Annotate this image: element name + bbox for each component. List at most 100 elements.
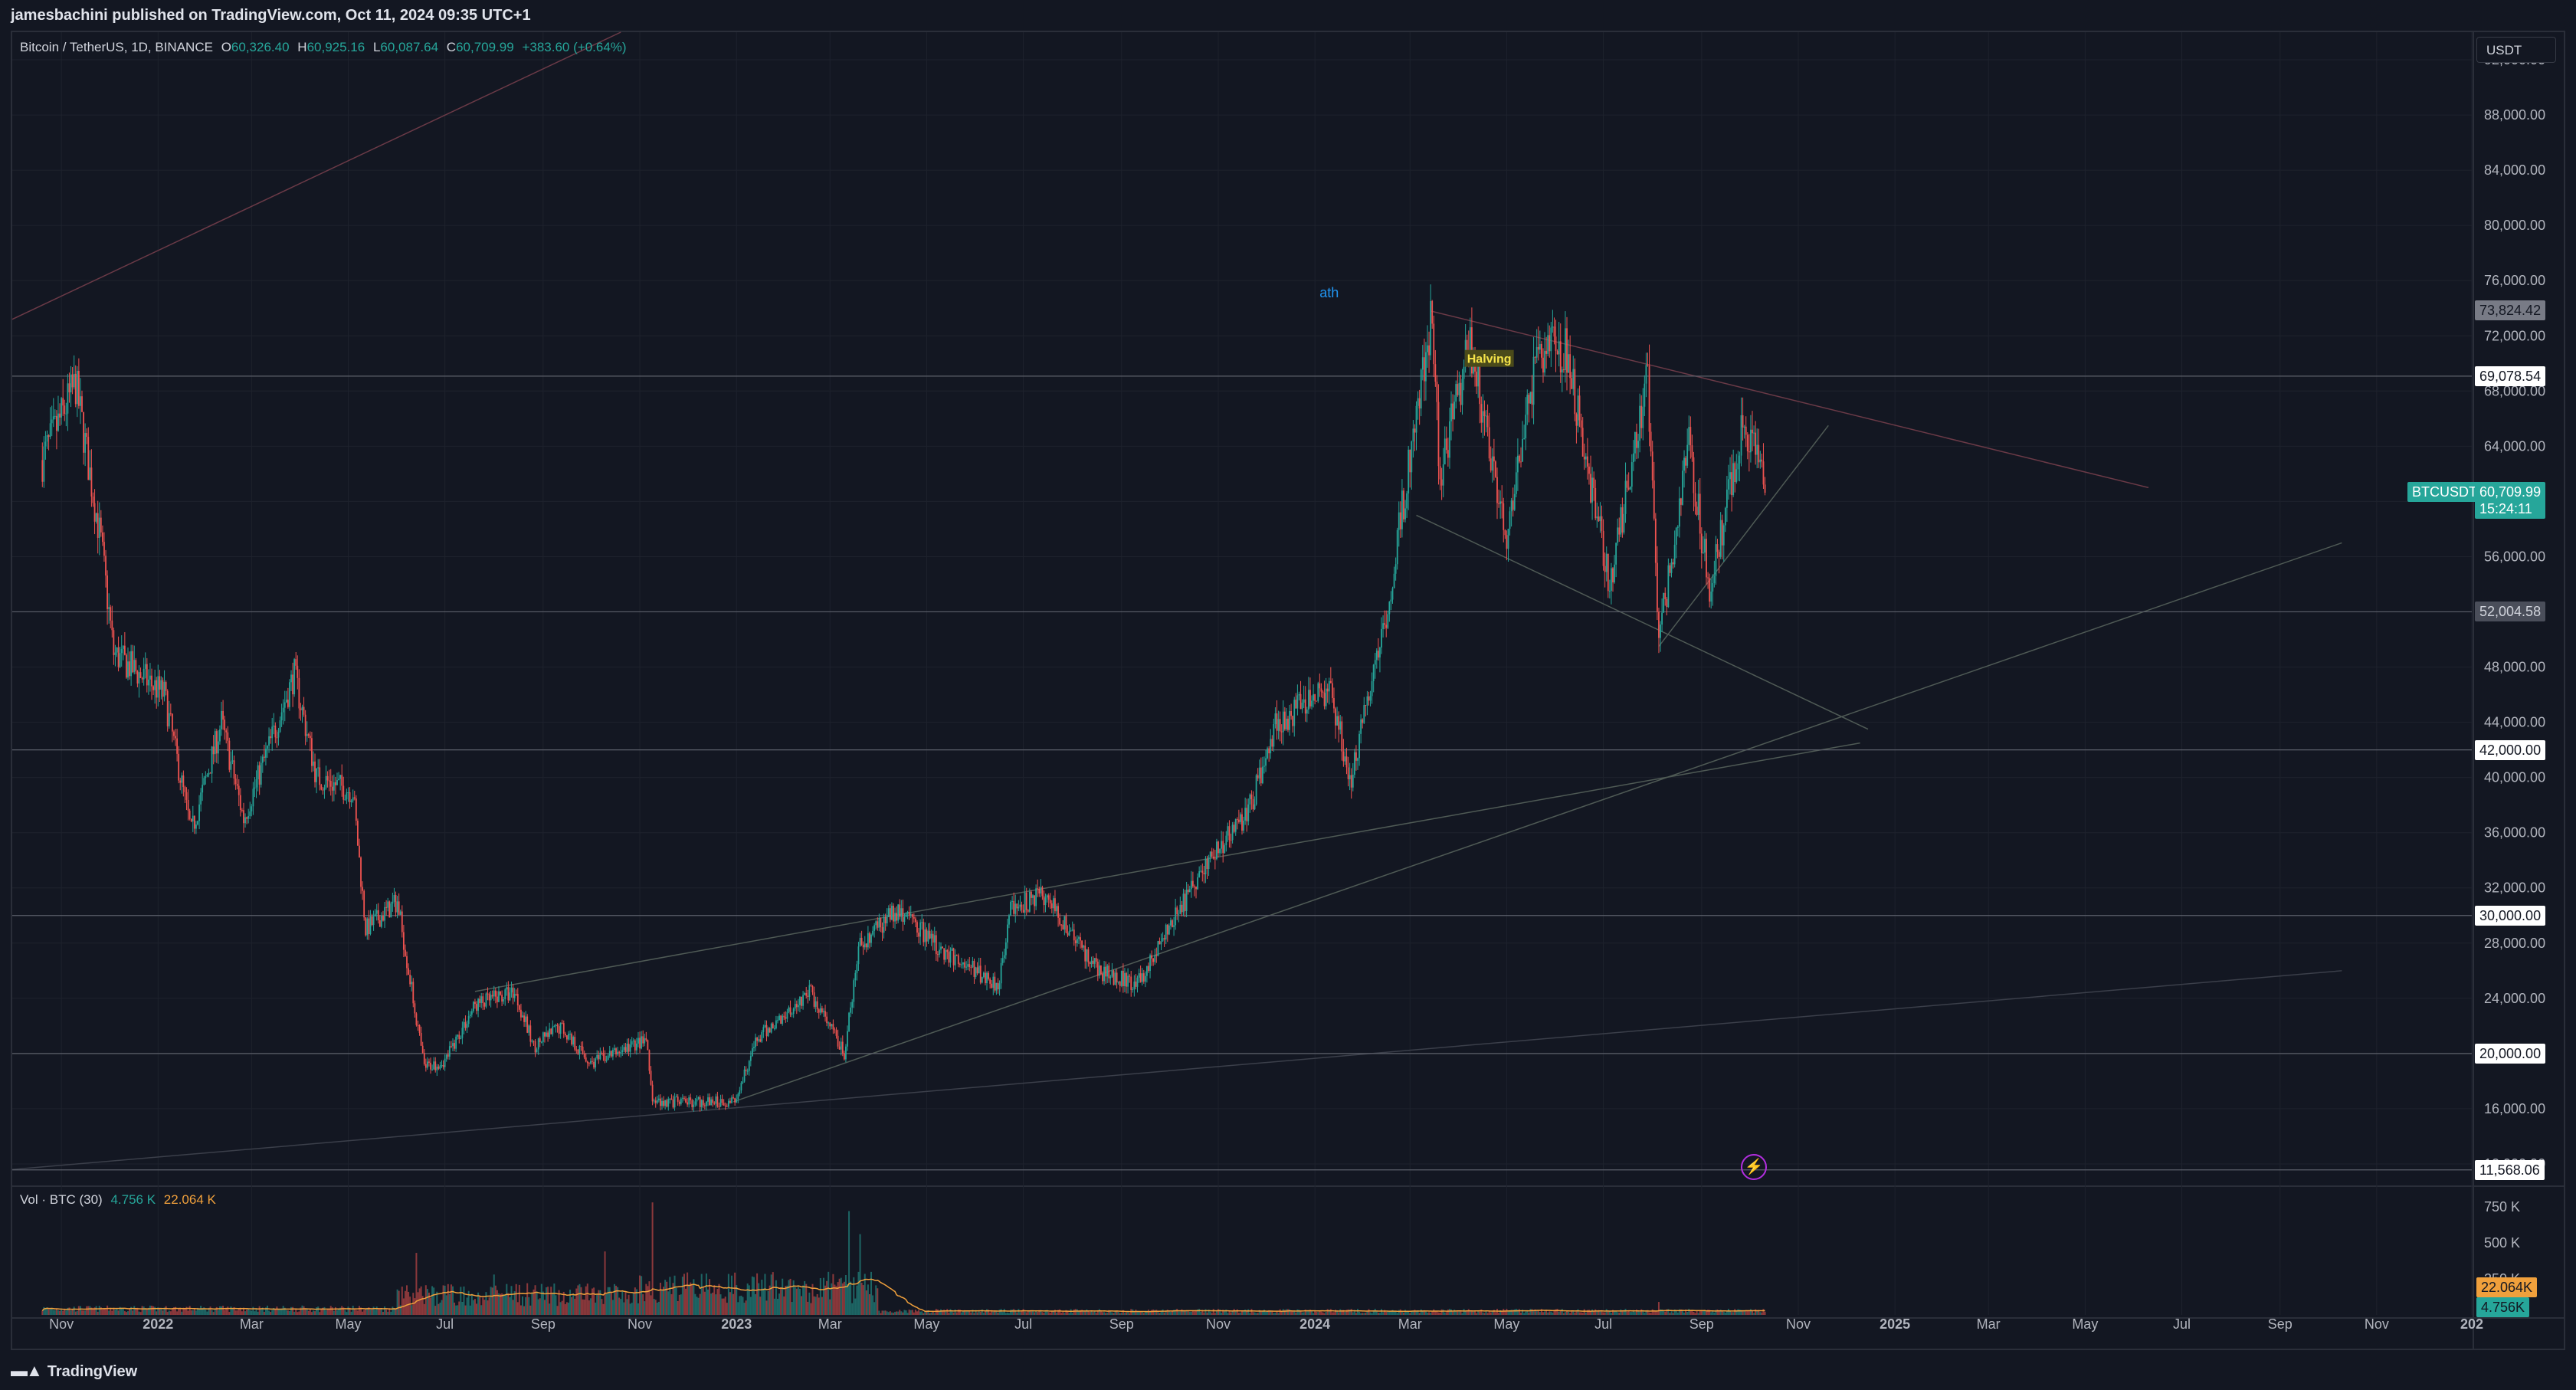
- volume-bar: [1338, 1312, 1340, 1315]
- volume-bar: [242, 1307, 244, 1315]
- candle: [1499, 501, 1502, 504]
- volume-bar: [933, 1313, 936, 1315]
- volume-bar: [1406, 1311, 1408, 1315]
- volume-bar: [408, 1291, 410, 1315]
- volume-bar: [1000, 1309, 1002, 1315]
- volume-bar: [1252, 1312, 1254, 1315]
- candle: [546, 1032, 547, 1037]
- volume-bar: [1371, 1313, 1373, 1315]
- candle: [1642, 406, 1644, 428]
- candle: [1013, 900, 1015, 914]
- volume-bar: [948, 1313, 950, 1315]
- volume-legend[interactable]: Vol · BTC (30) 4.756 K 22.064 K: [20, 1192, 221, 1208]
- candle: [1341, 721, 1343, 752]
- candle: [1574, 369, 1576, 415]
- candle: [363, 890, 365, 918]
- volume-bar: [536, 1291, 538, 1315]
- candle: [1384, 623, 1386, 625]
- volume-bar: [1556, 1309, 1558, 1315]
- volume-bar: [1215, 1310, 1218, 1315]
- candle: [1495, 461, 1496, 477]
- candle: [265, 749, 267, 758]
- candle: [1258, 767, 1260, 779]
- candle: [748, 1061, 750, 1071]
- candle: [850, 1007, 852, 1013]
- volume-bar: [1152, 1310, 1155, 1315]
- volume-bar: [973, 1313, 975, 1315]
- candle: [1176, 907, 1178, 915]
- volume-bar: [788, 1280, 790, 1315]
- volume-bar: [519, 1305, 522, 1315]
- candle: [1578, 395, 1581, 421]
- candle: [1593, 477, 1595, 488]
- volume-bar: [450, 1284, 452, 1315]
- volume-bar: [1529, 1309, 1532, 1315]
- volume-bar: [347, 1306, 349, 1315]
- volume-bar: [942, 1310, 944, 1315]
- candle: [1544, 350, 1545, 373]
- tradingview-logo[interactable]: ▬▲ TradingView: [11, 1361, 137, 1381]
- candle: [1670, 562, 1673, 573]
- candle: [537, 1038, 539, 1050]
- candle: [1105, 966, 1107, 977]
- volume-bar: [276, 1306, 278, 1315]
- symbol-legend[interactable]: Bitcoin / TetherUS, 1D, BINANCE O60,326.…: [20, 40, 631, 55]
- candle: [875, 921, 877, 926]
- footer: [0, 1350, 2576, 1390]
- volume-bar: [97, 1311, 99, 1315]
- candle: [507, 987, 510, 1001]
- volume-bar: [116, 1308, 118, 1315]
- lightning-icon[interactable]: ⚡: [1741, 1154, 1767, 1180]
- volume-bar: [1391, 1310, 1394, 1315]
- candle: [487, 993, 489, 995]
- candle: [706, 1101, 707, 1106]
- candle: [1742, 415, 1744, 428]
- candle: [1412, 428, 1414, 442]
- volume-bar: [107, 1305, 109, 1315]
- candle: [263, 756, 265, 758]
- candle: [1651, 451, 1653, 481]
- candle: [87, 437, 90, 480]
- volume-bar: [585, 1286, 587, 1315]
- volume-bar: [564, 1303, 566, 1315]
- volume-bar: [626, 1299, 628, 1315]
- candle: [1163, 938, 1165, 940]
- volume-bar: [1762, 1309, 1765, 1315]
- x-tick-label: Jul: [1014, 1316, 1032, 1332]
- candle: [1173, 925, 1175, 927]
- volume-bar: [387, 1311, 389, 1315]
- volume-bar: [1488, 1311, 1490, 1315]
- volume-bar: [1476, 1313, 1478, 1315]
- volume-bar: [1314, 1310, 1316, 1315]
- candle: [932, 933, 934, 943]
- volume-bar: [572, 1293, 575, 1315]
- volume-bar: [693, 1279, 695, 1315]
- candle: [1263, 765, 1265, 767]
- volume-bar: [234, 1310, 237, 1315]
- volume-bar: [988, 1310, 990, 1315]
- volume-bar: [1463, 1309, 1465, 1315]
- volume-bar: [1273, 1313, 1275, 1315]
- volume-bar: [897, 1311, 900, 1315]
- candle: [1482, 411, 1484, 423]
- candle: [1006, 924, 1008, 943]
- currency-button[interactable]: USDT: [2476, 37, 2556, 63]
- volume-bar: [1375, 1310, 1378, 1315]
- volume-bar: [467, 1290, 470, 1315]
- volume-bar: [860, 1283, 863, 1315]
- volume-bar: [595, 1302, 597, 1315]
- candle: [860, 937, 863, 945]
- volume-bar: [1439, 1313, 1441, 1315]
- volume-bar: [1632, 1311, 1634, 1315]
- volume-bar: [428, 1292, 430, 1315]
- volume-bar: [899, 1310, 901, 1315]
- candle: [157, 676, 159, 698]
- candle: [211, 746, 213, 774]
- volume-bar: [909, 1310, 912, 1315]
- candle: [743, 1069, 746, 1082]
- volume-bar: [270, 1312, 272, 1315]
- candle: [260, 762, 262, 785]
- candle: [670, 1098, 673, 1100]
- candle: [498, 991, 500, 1002]
